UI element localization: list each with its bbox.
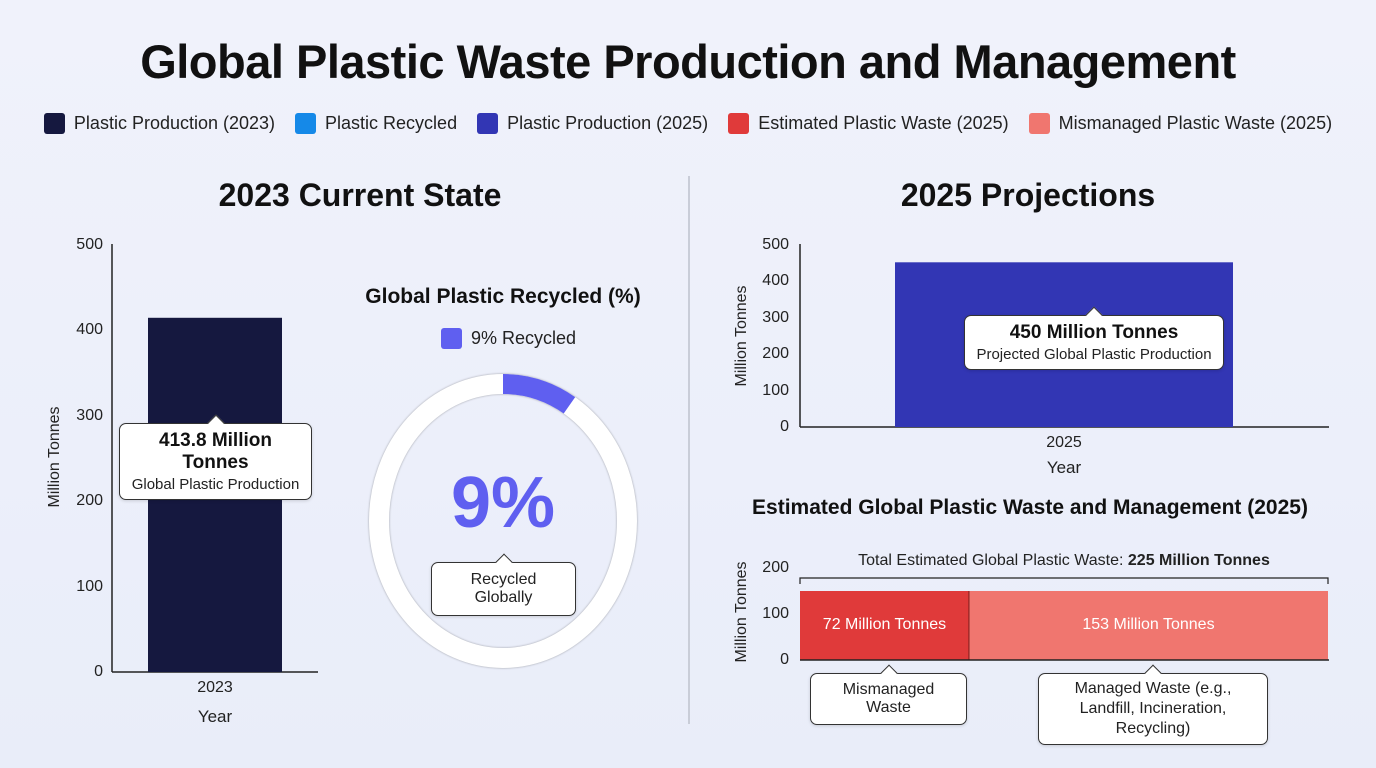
annotation-mismanaged: Mismanaged Waste	[810, 664, 967, 725]
annotation-label: Mismanaged Waste	[842, 681, 935, 716]
y-tick-label: 300	[76, 407, 103, 424]
annotation-label: Projected Global Plastic Production	[976, 346, 1212, 363]
y-tick-label: 300	[762, 309, 789, 326]
total-waste-value: 225 Million Tonnes	[1127, 552, 1270, 569]
legend-label: Estimated Plastic Waste (2025)	[758, 113, 1009, 133]
segment-label-managed: 153 Million Tonnes	[1082, 616, 1215, 633]
legend-swatch	[295, 113, 317, 134]
section-divider	[688, 176, 690, 724]
right-section-title: 2025 Projections	[900, 177, 1156, 213]
page-title: Global Plastic Waste Production and Mana…	[140, 35, 1236, 88]
total-bracket	[799, 577, 1329, 584]
x-tick-label: 2025	[1046, 434, 1082, 451]
segment-mismanaged	[800, 591, 969, 660]
donut-recycled-slice	[502, 374, 576, 414]
legend: Plastic Production (2023) Plastic Recycl…	[0, 113, 1376, 134]
annotation-managed: Managed Waste (e.g., Landfill, Incinerat…	[1038, 664, 1268, 745]
legend-item-mismanaged-waste: Mismanaged Plastic Waste (2025)	[1028, 113, 1333, 134]
y-tick-label: 200	[762, 559, 789, 576]
y-tick-label: 200	[76, 492, 103, 509]
annotation-label: Managed Waste (e.g., Landfill, Incinerat…	[1074, 680, 1232, 737]
legend-item-production-2023: Plastic Production (2023)	[43, 113, 276, 134]
legend-swatch	[477, 113, 499, 134]
legend-label: Plastic Recycled	[325, 113, 458, 133]
legend-label: Plastic Production (2023)	[73, 113, 276, 133]
donut-title: Global Plastic Recycled (%)	[365, 285, 641, 308]
y-tick-label: 200	[762, 345, 789, 362]
y-tick-label: 500	[762, 236, 789, 253]
annotation-production-2025: 450 Million Tonnes Projected Global Plas…	[964, 306, 1224, 370]
legend-swatch	[1028, 113, 1050, 134]
segment-managed	[968, 591, 1328, 660]
donut-svg	[369, 374, 637, 668]
y-tick-label: 100	[762, 605, 789, 622]
x-axis-label: Year	[197, 707, 233, 726]
x-axis-label: Year	[1046, 458, 1082, 477]
left-section-title: 2023 Current State	[218, 177, 502, 213]
legend-item-recycled: Plastic Recycled	[295, 113, 457, 134]
annotation-recycled: Recycled Globally	[431, 553, 576, 616]
y-tick-label: 500	[76, 236, 103, 253]
annotation-label: Recycled Globally	[470, 571, 537, 606]
y-tick-label: 0	[780, 651, 789, 668]
segment-label-mismanaged: 72 Million Tonnes	[822, 616, 947, 633]
donut-legend-swatch	[441, 328, 462, 349]
y-tick-label: 400	[76, 321, 103, 338]
donut-legend: 9% Recycled	[441, 328, 576, 349]
legend-label: Mismanaged Plastic Waste (2025)	[1058, 113, 1333, 133]
legend-item-production-2025: Plastic Production (2025)	[477, 113, 708, 134]
y-tick-label: 100	[762, 382, 789, 399]
waste-chart-title: Estimated Global Plastic Waste and Manag…	[752, 496, 1308, 519]
legend-item-estimated-waste: Estimated Plastic Waste (2025)	[728, 113, 1009, 134]
total-waste-prefix: Total Estimated Global Plastic Waste:	[858, 552, 1128, 569]
annotation-value: 413.8 Million Tonnes	[159, 430, 272, 473]
legend-label: Plastic Production (2025)	[507, 113, 709, 133]
y-tick-label: 100	[76, 578, 103, 595]
legend-swatch	[728, 113, 750, 134]
annotation-label: Global Plastic Production	[131, 476, 300, 493]
donut-center-text: 9%	[450, 463, 556, 543]
y-tick-label: 0	[94, 663, 103, 680]
y-tick-label: 0	[780, 418, 789, 435]
y-tick-label: 400	[762, 272, 789, 289]
legend-swatch	[43, 113, 65, 134]
total-waste-label: Total Estimated Global Plastic Waste: 22…	[800, 552, 1328, 570]
annotation-production-2023: 413.8 Million Tonnes Global Plastic Prod…	[119, 414, 312, 500]
x-tick-label: 2023	[197, 679, 233, 696]
donut-legend-label: 9% Recycled	[471, 328, 577, 348]
annotation-value: 450 Million Tonnes	[1009, 322, 1179, 343]
